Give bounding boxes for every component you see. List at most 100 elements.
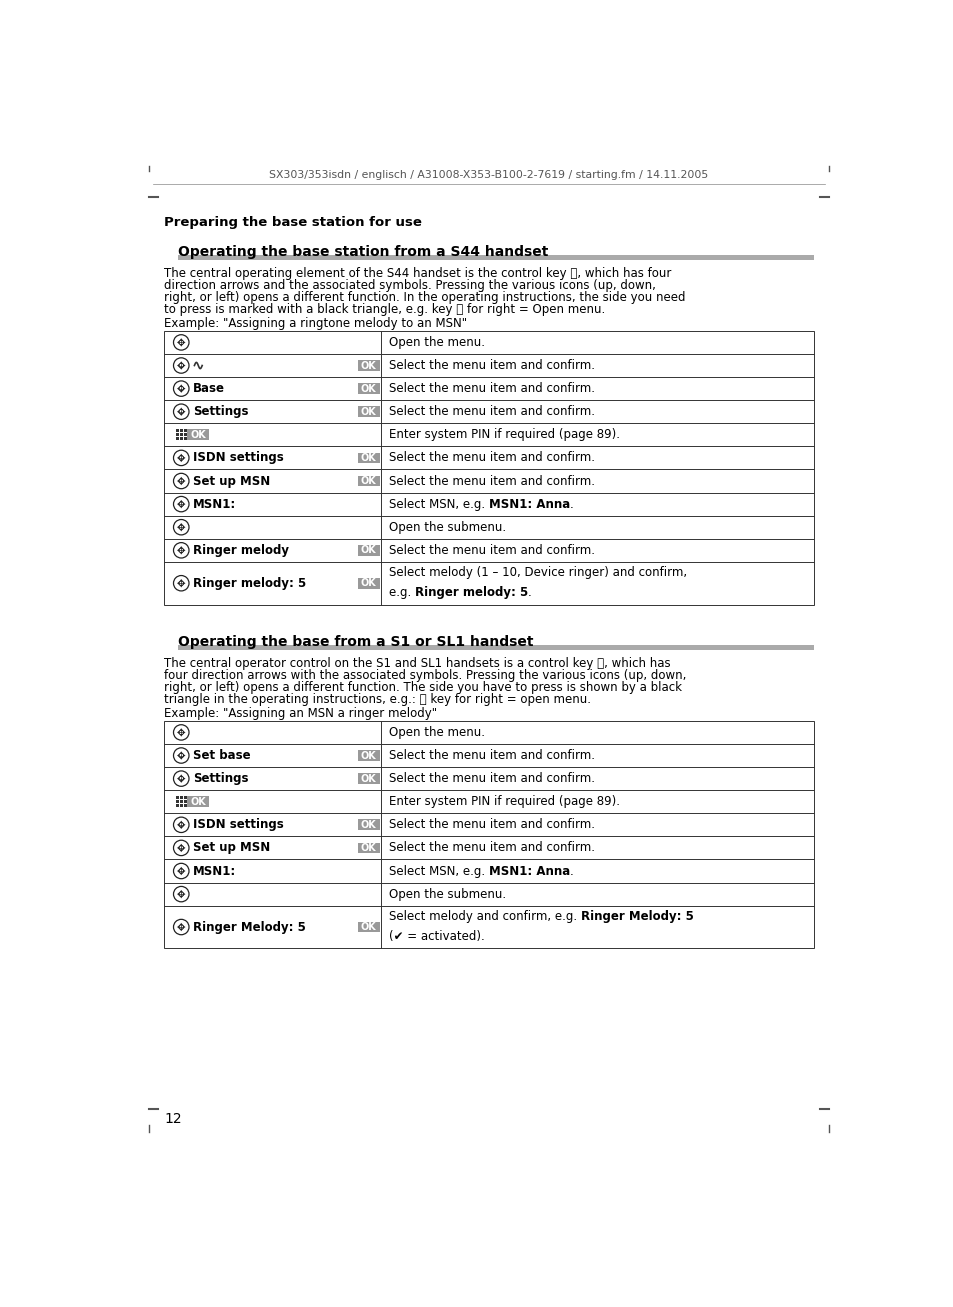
Text: Open the submenu.: Open the submenu.	[389, 887, 505, 901]
Bar	[184, 804, 187, 806]
Polygon shape	[177, 846, 179, 850]
Polygon shape	[177, 731, 179, 735]
Text: .: .	[570, 864, 573, 877]
Polygon shape	[177, 502, 179, 506]
Bar	[176, 804, 179, 806]
Text: Open the menu.: Open the menu.	[389, 725, 484, 738]
Text: (✔ = activated).: (✔ = activated).	[389, 931, 484, 942]
Polygon shape	[179, 499, 183, 502]
Text: SX303/353isdn / englisch / A31008-X353-B100-2-7619 / starting.fm / 14.11.2005: SX303/353isdn / englisch / A31008-X353-B…	[269, 170, 708, 180]
Bar	[357, 843, 379, 853]
Text: Select the menu item and confirm.: Select the menu item and confirm.	[389, 772, 595, 786]
Polygon shape	[177, 480, 179, 482]
Polygon shape	[179, 523, 183, 525]
Bar	[357, 545, 379, 555]
Text: e.g.: e.g.	[389, 586, 415, 599]
Polygon shape	[183, 480, 185, 482]
Text: 12: 12	[164, 1112, 182, 1127]
Text: Base: Base	[193, 382, 225, 395]
Text: Select melody (1 – 10, Device ringer) and confirm,: Select melody (1 – 10, Device ringer) an…	[389, 566, 686, 579]
Text: OK: OK	[360, 545, 376, 555]
Polygon shape	[179, 339, 183, 341]
Bar	[357, 578, 379, 588]
Polygon shape	[183, 387, 185, 391]
Text: Settings: Settings	[193, 405, 248, 418]
Polygon shape	[177, 925, 179, 929]
Polygon shape	[177, 387, 179, 391]
Bar	[184, 796, 187, 800]
Text: Open the menu.: Open the menu.	[389, 336, 484, 349]
Polygon shape	[179, 506, 183, 508]
Polygon shape	[177, 525, 179, 529]
Bar	[180, 429, 183, 433]
Polygon shape	[183, 549, 185, 552]
Bar	[357, 476, 379, 486]
Polygon shape	[179, 408, 183, 410]
Bar	[357, 819, 379, 830]
Polygon shape	[183, 893, 185, 895]
Bar	[180, 800, 183, 802]
Text: Example: "Assigning an MSN a ringer melody": Example: "Assigning an MSN a ringer melo…	[164, 707, 436, 720]
Polygon shape	[183, 731, 185, 735]
Text: MSN1: Anna: MSN1: Anna	[488, 498, 570, 511]
Polygon shape	[177, 823, 179, 826]
Text: OK: OK	[360, 454, 376, 463]
Polygon shape	[179, 850, 183, 852]
Text: OK: OK	[191, 797, 206, 806]
Polygon shape	[179, 367, 183, 370]
Text: four direction arrows with the associated symbols. Pressing the various icons (u: four direction arrows with the associate…	[164, 669, 686, 682]
Text: Select the menu item and confirm.: Select the menu item and confirm.	[389, 405, 595, 418]
Text: .: .	[528, 586, 532, 599]
Polygon shape	[183, 363, 185, 367]
Polygon shape	[179, 529, 183, 532]
Bar	[357, 452, 379, 463]
Text: Select the menu item and confirm.: Select the menu item and confirm.	[389, 451, 595, 464]
Polygon shape	[179, 728, 183, 731]
Bar	[184, 433, 187, 437]
Bar	[184, 437, 187, 440]
Bar	[164, 331, 813, 605]
Polygon shape	[179, 821, 183, 823]
Polygon shape	[183, 502, 185, 506]
Text: ISDN settings: ISDN settings	[193, 818, 283, 831]
Bar	[180, 433, 183, 437]
Polygon shape	[179, 579, 183, 582]
Polygon shape	[183, 846, 185, 850]
Bar	[176, 433, 179, 437]
Text: OK: OK	[360, 774, 376, 784]
Polygon shape	[183, 925, 185, 929]
Polygon shape	[183, 456, 185, 460]
Polygon shape	[179, 361, 183, 363]
Text: Select melody and confirm, e.g.: Select melody and confirm, e.g.	[389, 910, 580, 923]
Text: OK: OK	[360, 843, 376, 853]
Text: Set base: Set base	[193, 749, 251, 762]
Text: OK: OK	[360, 406, 376, 417]
Text: to press is marked with a black triangle, e.g. key ⓘ for right = Open menu.: to press is marked with a black triangle…	[164, 303, 605, 316]
Text: Operating the base from a S1 or SL1 handset: Operating the base from a S1 or SL1 hand…	[178, 635, 533, 650]
Text: triangle in the operating instructions, e.g.: ⓘ key for right = open menu.: triangle in the operating instructions, …	[164, 693, 591, 706]
Polygon shape	[179, 454, 183, 456]
Text: Example: "Assigning a ringtone melody to an MSN": Example: "Assigning a ringtone melody to…	[164, 318, 467, 329]
Text: OK: OK	[360, 750, 376, 761]
Text: Settings: Settings	[193, 772, 248, 786]
Text: Select the menu item and confirm.: Select the menu item and confirm.	[389, 818, 595, 831]
Polygon shape	[179, 482, 183, 485]
Bar	[357, 774, 379, 784]
Bar	[178, 646, 813, 650]
Polygon shape	[179, 752, 183, 754]
Bar	[187, 796, 209, 808]
Polygon shape	[177, 549, 179, 552]
Polygon shape	[179, 384, 183, 387]
Polygon shape	[179, 873, 183, 876]
Polygon shape	[183, 754, 185, 757]
Text: Enter system PIN if required (page 89).: Enter system PIN if required (page 89).	[389, 429, 619, 442]
Polygon shape	[177, 363, 179, 367]
Polygon shape	[179, 774, 183, 776]
Text: right, or left) opens a different function. In the operating instructions, the s: right, or left) opens a different functi…	[164, 291, 685, 303]
Bar	[176, 429, 179, 433]
Polygon shape	[179, 826, 183, 829]
Bar	[176, 800, 179, 802]
Text: The central operator control on the S1 and SL1 handsets is a control key ⓘ, whic: The central operator control on the S1 a…	[164, 657, 670, 670]
Polygon shape	[177, 869, 179, 873]
Text: Ringer melody: 5: Ringer melody: 5	[415, 586, 528, 599]
